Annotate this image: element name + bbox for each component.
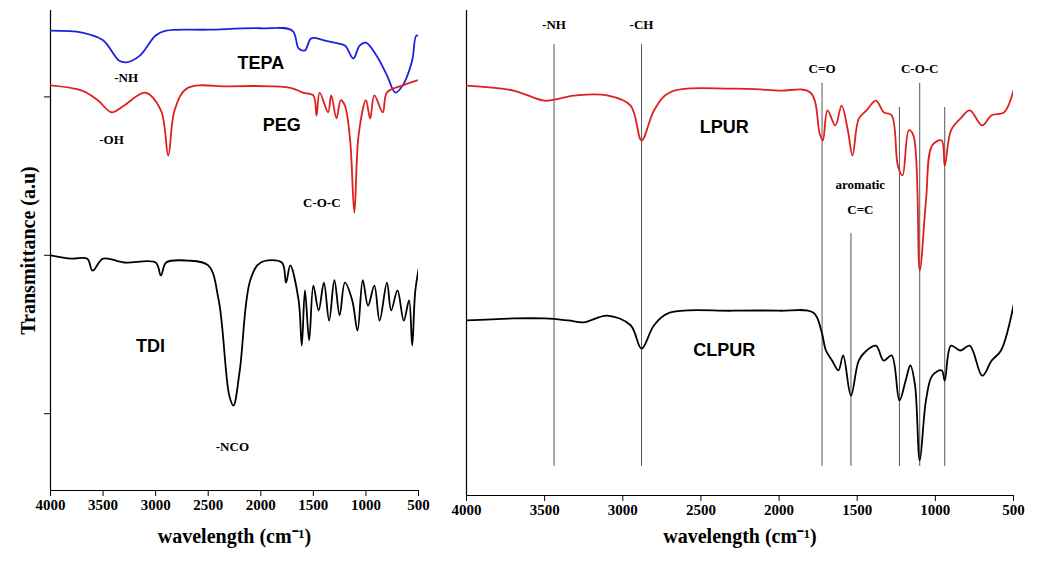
svg-text:3000: 3000 [141,497,171,513]
svg-text:C-O-C: C-O-C [901,61,939,76]
svg-text:TEPA: TEPA [237,53,284,73]
svg-text:C-O-C: C-O-C [303,195,341,210]
svg-text:1500: 1500 [842,502,872,518]
svg-text:3500: 3500 [530,502,560,518]
svg-text:CLPUR: CLPUR [693,340,755,360]
svg-text:2000: 2000 [764,502,794,518]
svg-text:PEG: PEG [263,115,301,135]
svg-text:1000: 1000 [351,497,381,513]
svg-text:Transmittance (a.u): Transmittance (a.u) [17,166,40,335]
svg-text:2500: 2500 [193,497,223,513]
svg-text:2500: 2500 [686,502,716,518]
svg-text:TDI: TDI [136,336,165,356]
svg-text:C=O: C=O [809,61,836,76]
svg-text:C=C: C=C [847,202,873,217]
svg-text:4000: 4000 [36,497,66,513]
svg-text:2000: 2000 [246,497,276,513]
svg-text:-NCO: -NCO [216,439,249,454]
svg-text:-CH: -CH [630,17,654,32]
svg-text:aromatic: aromatic [836,177,886,192]
svg-text:1000: 1000 [920,502,950,518]
svg-text:1500: 1500 [298,497,328,513]
svg-text:3000: 3000 [608,502,638,518]
svg-text:wavelength (cm⁻¹): wavelength (cm⁻¹) [158,525,312,548]
svg-text:4000: 4000 [452,502,482,518]
svg-text:-NH: -NH [114,70,138,85]
svg-text:3500: 3500 [88,497,118,513]
svg-text:-OH: -OH [99,132,124,147]
svg-text:500: 500 [407,497,430,513]
svg-text:wavelength (cm⁻¹): wavelength (cm⁻¹) [663,525,817,548]
svg-text:-NH: -NH [542,17,566,32]
svg-text:LPUR: LPUR [700,117,749,137]
svg-text:500: 500 [1002,502,1025,518]
